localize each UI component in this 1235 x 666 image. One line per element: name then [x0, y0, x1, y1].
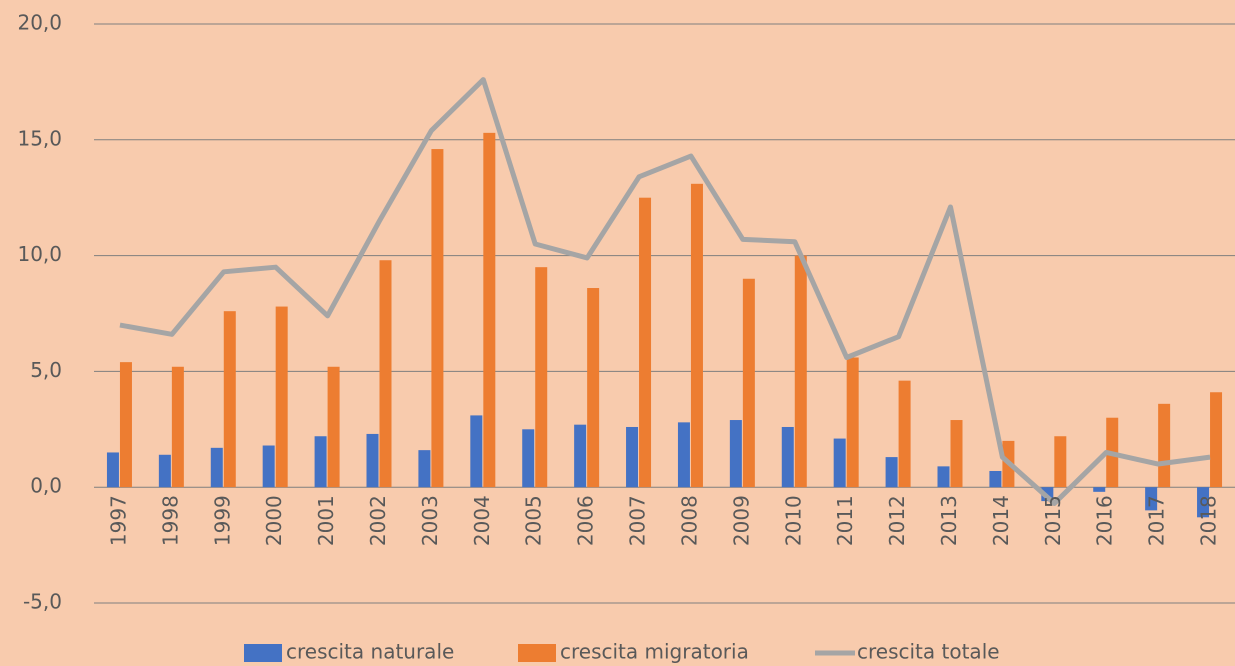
x-tick-label: 2000: [262, 495, 286, 546]
x-tick-label: 1997: [106, 495, 130, 546]
bar: [106, 452, 119, 488]
bar: [119, 362, 132, 488]
bar: [275, 306, 288, 488]
bar: [846, 357, 859, 488]
bar: [379, 260, 392, 488]
bar: [1158, 403, 1171, 488]
legend-swatch: [244, 644, 282, 662]
bar: [314, 436, 327, 488]
x-tick-label: 2003: [418, 495, 442, 546]
bar: [898, 380, 911, 488]
x-tick-label: 2006: [574, 495, 598, 546]
y-tick-label: 0,0: [30, 474, 62, 498]
bar: [989, 470, 1002, 488]
y-tick-label: -5,0: [23, 590, 62, 614]
bar: [431, 149, 444, 488]
x-tick-label: 2009: [729, 495, 753, 546]
bar: [483, 132, 496, 488]
legend-label: crescita migratoria: [560, 640, 749, 664]
legend-label: crescita totale: [857, 640, 1000, 664]
x-tick-label: 2018: [1197, 495, 1221, 546]
bar: [1093, 487, 1106, 492]
bar: [639, 197, 652, 488]
y-tick-label: 15,0: [17, 126, 62, 150]
x-tick-label: 2002: [366, 495, 390, 546]
legend-swatch: [518, 644, 556, 662]
y-tick-label: 5,0: [30, 358, 62, 382]
bar: [327, 366, 340, 488]
bar: [885, 457, 898, 488]
bar: [1210, 392, 1223, 488]
bar: [742, 278, 755, 488]
x-tick-label: 1999: [210, 495, 234, 546]
x-tick-label: 2008: [677, 495, 701, 546]
x-tick-label: 2001: [314, 495, 338, 546]
x-tick-label: 2016: [1093, 495, 1117, 546]
x-tick-label: 2017: [1145, 495, 1169, 546]
bar: [522, 429, 535, 488]
x-tick-label: 2013: [937, 495, 961, 546]
line: [119, 77, 1211, 506]
bar: [223, 311, 236, 488]
bar: [794, 255, 807, 488]
bar: [210, 447, 223, 488]
y-tick-label: 20,0: [17, 11, 62, 35]
bar: [587, 288, 600, 488]
bar: [937, 466, 950, 488]
bar: [535, 267, 548, 488]
bar: [1197, 487, 1210, 518]
bar: [171, 366, 184, 488]
bar: [1145, 487, 1158, 511]
bar: [626, 426, 639, 488]
bar: [366, 433, 379, 488]
bar: [262, 445, 275, 488]
legend-label: crescita naturale: [286, 640, 454, 664]
bar: [158, 454, 171, 488]
x-tick-label: 2011: [833, 495, 857, 546]
bar: [574, 424, 587, 488]
bar: [470, 415, 483, 488]
bar: [677, 422, 690, 488]
x-tick-label: 2015: [1041, 495, 1065, 546]
bar: [729, 420, 742, 488]
bar: [690, 183, 703, 488]
x-tick-label: 2014: [989, 495, 1013, 546]
bar: [950, 420, 963, 488]
bar: [833, 438, 846, 488]
y-tick-label: 10,0: [17, 242, 62, 266]
x-tick-label: 2007: [626, 495, 650, 546]
bar: [1054, 436, 1067, 488]
x-tick-label: 1998: [158, 495, 182, 546]
x-tick-label: 2005: [522, 495, 546, 546]
x-tick-label: 2010: [781, 495, 805, 546]
bar: [418, 450, 431, 488]
x-tick-label: 2012: [885, 495, 909, 546]
x-tick-label: 2004: [470, 495, 494, 546]
bar: [781, 426, 794, 488]
